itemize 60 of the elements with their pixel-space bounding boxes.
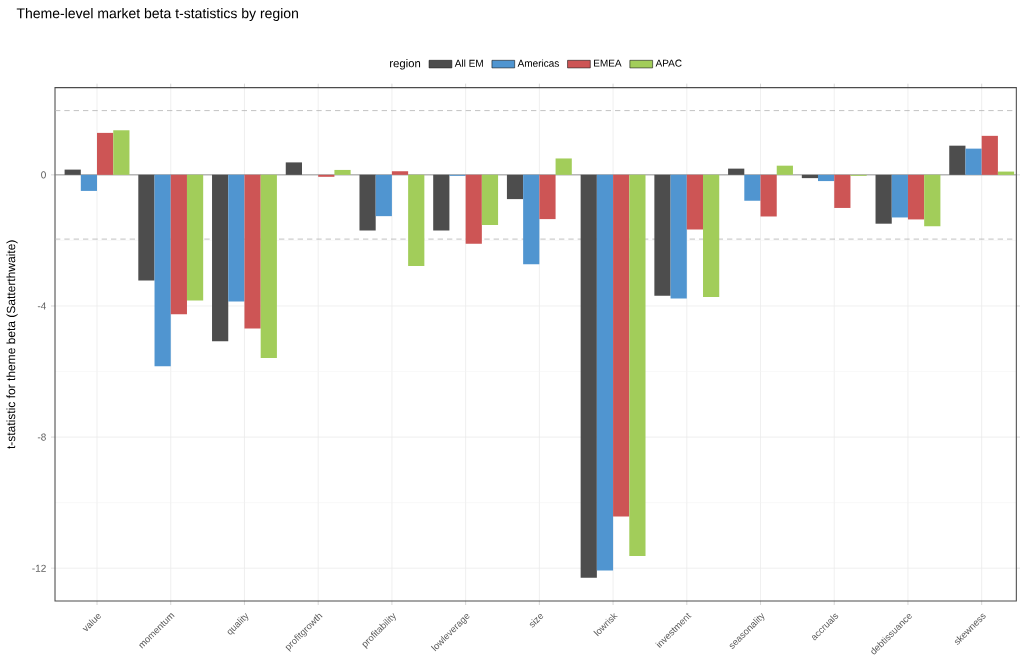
legend-label: Americas	[517, 59, 559, 67]
bar	[408, 174, 425, 266]
legend-label: APAC	[655, 59, 682, 67]
bar	[891, 174, 908, 218]
bar	[359, 174, 376, 231]
bar	[80, 174, 98, 191]
bar	[776, 165, 793, 175]
bar	[170, 174, 187, 315]
y-tick-label: -4	[37, 302, 47, 310]
bar	[981, 135, 998, 175]
legend-title: region	[390, 59, 421, 70]
bar	[260, 174, 277, 359]
bar	[924, 174, 941, 227]
bar	[596, 174, 614, 571]
bar	[523, 174, 540, 265]
bar	[285, 162, 302, 175]
y-tick-label: 0	[41, 171, 46, 179]
bar	[875, 174, 892, 224]
bar	[244, 174, 261, 329]
bar	[334, 169, 351, 175]
bar	[965, 148, 982, 175]
bar	[760, 174, 777, 217]
bar	[703, 174, 720, 298]
bar	[539, 174, 556, 220]
bar	[834, 174, 851, 208]
y-tick-label: -8	[37, 433, 46, 441]
x-tick-label: size	[529, 614, 544, 628]
bar	[555, 158, 572, 175]
bar	[465, 174, 482, 244]
bar	[744, 174, 761, 201]
bar	[228, 174, 245, 302]
bar	[97, 132, 114, 175]
legend-label: EMEA	[594, 59, 622, 67]
y-tick-label: -12	[32, 564, 46, 572]
bar	[580, 174, 597, 578]
bar	[654, 174, 671, 296]
bar	[481, 174, 499, 225]
bar	[186, 174, 204, 301]
bar	[949, 145, 966, 175]
bar	[801, 174, 819, 179]
bar	[506, 174, 524, 200]
bar	[907, 174, 925, 220]
bar	[375, 174, 392, 217]
bar	[686, 174, 704, 230]
y-axis-title: t-statistic for theme beta (Satterthwaite)	[6, 240, 18, 449]
bar	[391, 171, 409, 175]
bar	[64, 169, 81, 175]
bar	[113, 130, 130, 175]
bar	[629, 174, 646, 557]
bar	[433, 174, 450, 231]
bar	[728, 168, 745, 175]
legend-label: All EM	[454, 59, 483, 67]
bar	[670, 174, 687, 299]
bar	[138, 174, 155, 281]
chart-title: Theme-level market beta t-statistics by region	[16, 8, 298, 22]
bar	[997, 171, 1015, 175]
bar	[212, 174, 229, 342]
bar	[818, 174, 835, 182]
bar	[154, 174, 171, 367]
bar	[613, 174, 630, 517]
